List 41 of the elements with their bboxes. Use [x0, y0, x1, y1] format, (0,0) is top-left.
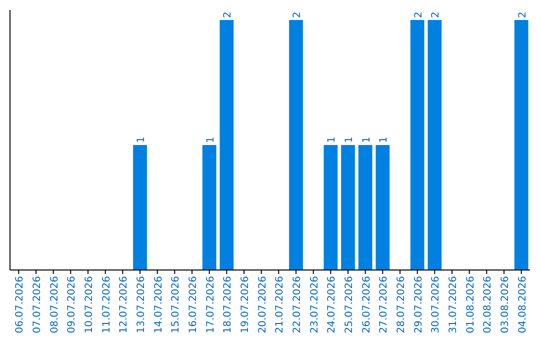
x-tick-label: 22.07.2026: [292, 276, 303, 334]
x-tick-label: 10.07.2026: [84, 276, 95, 334]
x-tick-label: 02.08.2026: [482, 276, 494, 334]
x-tick-label: 14.07.2026: [153, 276, 164, 334]
x-tick-label: 18.07.2026: [222, 276, 234, 334]
x-tick-label: 12.07.2026: [118, 276, 130, 334]
x-tick-label: 17.07.2026: [205, 276, 216, 334]
x-tick-label: 07.07.2026: [32, 276, 43, 334]
data-label: 2: [292, 12, 303, 18]
x-tick-label: 08.07.2026: [49, 276, 60, 334]
x-tick-label: 21.07.2026: [274, 276, 286, 334]
x-tick-label: 31.07.2026: [448, 276, 459, 334]
x-tick-label: 27.07.2026: [378, 276, 390, 334]
x-tick-label: 06.07.2026: [14, 276, 26, 334]
x-tick-label: 25.07.2026: [344, 276, 355, 334]
x-tick-label: 15.07.2026: [170, 276, 182, 334]
x-tick-label: 03.08.2026: [500, 276, 511, 334]
data-label: 1: [136, 136, 147, 143]
x-tick-label: 11.07.2026: [101, 276, 112, 334]
x-tick-label: 29.07.2026: [413, 276, 424, 334]
data-label: 1: [344, 136, 355, 143]
x-tick-label: 04.08.2026: [517, 276, 528, 334]
x-tick-label: 13.07.2026: [136, 276, 147, 334]
x-tick-label: 16.07.2026: [188, 276, 199, 334]
x-tick-label: 24.07.2026: [326, 276, 338, 334]
x-tick-label: 28.07.2026: [396, 276, 407, 334]
x-tick-label: 23.07.2026: [309, 276, 320, 334]
data-label: 1: [205, 136, 216, 143]
data-label: 1: [378, 136, 390, 143]
data-label: 2: [430, 12, 442, 18]
data-label: 2: [517, 12, 528, 18]
x-tick-label: 01.08.2026: [465, 276, 476, 334]
data-label: 1: [326, 136, 338, 143]
data-label: 2: [222, 12, 234, 18]
x-tick-label: 30.07.2026: [430, 276, 442, 334]
x-tick-label: 26.07.2026: [361, 276, 372, 334]
data-label: 2: [413, 12, 424, 18]
x-tick-label: 19.07.2026: [240, 276, 251, 334]
x-tick-label: 20.07.2026: [257, 276, 268, 334]
data-label: 1: [361, 136, 372, 143]
x-tick-label: 09.07.2026: [66, 276, 78, 334]
